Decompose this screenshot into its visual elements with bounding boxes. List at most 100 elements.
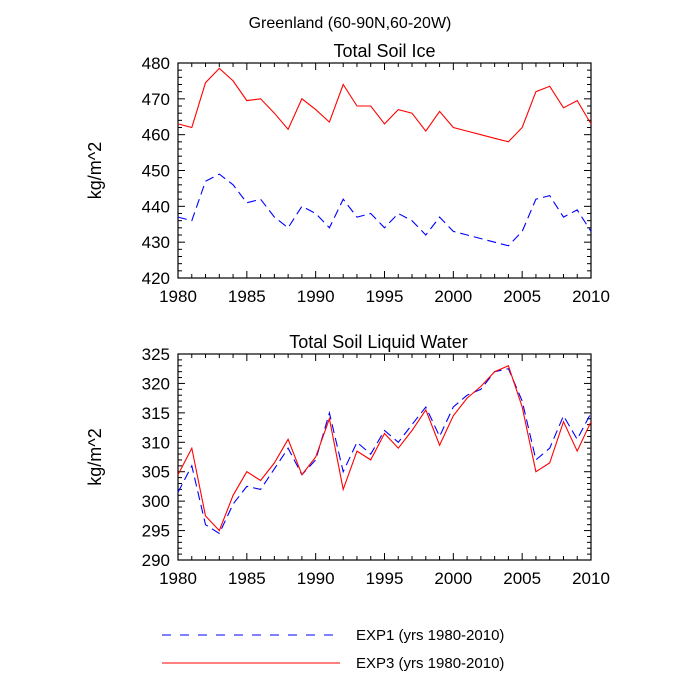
data-point <box>232 184 233 185</box>
y-tick-label: 310 <box>142 433 170 452</box>
data-point <box>398 448 399 449</box>
data-point <box>439 216 440 217</box>
data-point <box>453 127 454 128</box>
data-point <box>535 471 536 472</box>
data-point <box>494 371 495 372</box>
y-tick-label: 480 <box>142 54 170 73</box>
y-axis-label: kg/m^2 <box>85 428 105 485</box>
data-point <box>177 123 178 124</box>
data-point <box>411 113 412 114</box>
data-point <box>411 220 412 221</box>
plot-frame <box>177 62 592 279</box>
data-point <box>274 216 275 217</box>
data-point <box>288 448 289 449</box>
data-point <box>191 127 192 128</box>
data-point <box>453 231 454 232</box>
data-point <box>577 209 578 210</box>
data-point <box>370 105 371 106</box>
data-point <box>577 451 578 452</box>
data-point <box>260 98 261 99</box>
y-tick-label: 430 <box>142 233 170 252</box>
x-tick-label: 1990 <box>297 287 335 306</box>
x-tick-label: 1990 <box>297 569 335 588</box>
data-point <box>384 123 385 124</box>
data-point <box>549 195 550 196</box>
data-point <box>329 227 330 228</box>
data-point <box>246 471 247 472</box>
data-point <box>288 129 289 130</box>
data-point <box>439 436 440 437</box>
data-point <box>522 127 523 128</box>
y-tick-label: 460 <box>142 126 170 145</box>
data-point <box>301 474 302 475</box>
data-point <box>274 113 275 114</box>
legend: EXP1 (yrs 1980-2010) EXP3 (yrs 1980-2010) <box>162 627 504 672</box>
data-point <box>535 199 536 200</box>
series-line-exp3 <box>177 67 592 143</box>
data-point <box>177 492 178 493</box>
legend-label: EXP1 (yrs 1980-2010) <box>356 627 504 644</box>
data-point <box>467 395 468 396</box>
x-tick-label: 1995 <box>366 287 404 306</box>
data-point <box>508 245 509 246</box>
data-point <box>467 130 468 131</box>
data-point <box>384 430 385 431</box>
data-point <box>301 206 302 207</box>
y-axis-label: kg/m^2 <box>85 142 105 199</box>
data-point <box>219 533 220 534</box>
data-point <box>232 80 233 81</box>
data-point <box>219 173 220 174</box>
y-tick-label: 300 <box>142 492 170 511</box>
data-point <box>274 462 275 463</box>
data-point <box>246 486 247 487</box>
data-point <box>480 238 481 239</box>
data-point <box>356 105 357 106</box>
data-point <box>577 439 578 440</box>
figure-title: Greenland (60-90N,60-20W) <box>249 15 452 32</box>
data-point <box>439 445 440 446</box>
data-point <box>205 82 206 83</box>
panel-title: Total Soil Ice <box>333 41 435 61</box>
data-point <box>590 123 591 124</box>
data-point <box>315 213 316 214</box>
data-point <box>549 448 550 449</box>
data-point <box>398 109 399 110</box>
x-tick-label: 1985 <box>228 287 266 306</box>
data-point <box>535 459 536 460</box>
data-point <box>246 100 247 101</box>
data-point <box>480 386 481 387</box>
data-point <box>191 448 192 449</box>
y-tick-label: 315 <box>142 404 170 423</box>
data-point <box>398 213 399 214</box>
data-point <box>329 418 330 419</box>
panel-total-soil-liquid-water: 1980 1985 1990 1995 2000 2005 2010 290 295 300 305… <box>85 332 610 588</box>
data-point <box>549 86 550 87</box>
data-point <box>577 100 578 101</box>
data-point <box>177 216 178 217</box>
data-point <box>467 398 468 399</box>
data-point <box>205 524 206 525</box>
data-point <box>315 109 316 110</box>
data-point <box>508 141 509 142</box>
data-point <box>232 503 233 504</box>
data-point <box>480 389 481 390</box>
data-point <box>315 456 316 457</box>
data-point <box>384 227 385 228</box>
data-point <box>439 111 440 112</box>
data-point <box>260 489 261 490</box>
data-point <box>288 439 289 440</box>
data-point <box>563 216 564 217</box>
data-point <box>453 415 454 416</box>
data-point <box>590 421 591 422</box>
data-point <box>205 515 206 516</box>
data-point <box>260 480 261 481</box>
series-line-exp1 <box>177 368 592 535</box>
data-point <box>219 68 220 69</box>
data-point <box>522 406 523 407</box>
series-line-exp3 <box>177 365 592 532</box>
legend-label: EXP3 (yrs 1980-2010) <box>356 655 504 672</box>
data-point <box>260 199 261 200</box>
data-point <box>343 471 344 472</box>
data-point <box>370 459 371 460</box>
data-point <box>590 412 591 413</box>
